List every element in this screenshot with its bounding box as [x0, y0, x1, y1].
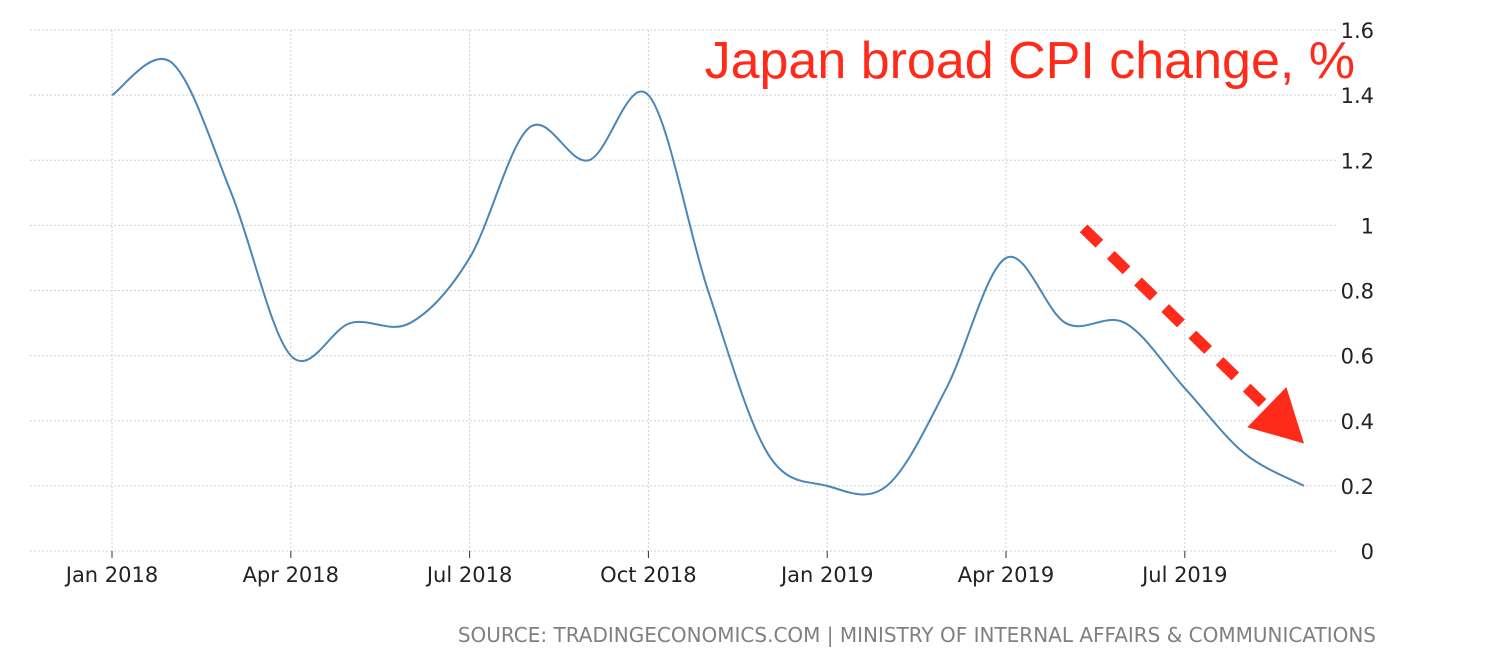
source-credit: SOURCE: TRADINGECONOMICS.COM | MINISTRY …	[458, 623, 1376, 647]
x-tick-label: Jul 2018	[425, 563, 512, 587]
y-tick-label: 0.8	[1341, 280, 1374, 304]
y-tick-label: 1.6	[1341, 19, 1374, 43]
x-tick-label: Jan 2018	[64, 563, 159, 587]
y-tick-label: 1.2	[1341, 149, 1374, 173]
y-tick-label: 1	[1361, 214, 1374, 238]
trend-arrow-head	[1247, 387, 1304, 444]
trend-arrow-annotation	[1079, 224, 1304, 444]
x-tick-label: Jan 2019	[779, 563, 874, 587]
grid	[30, 29, 1338, 552]
x-tick-label: Jul 2019	[1140, 563, 1227, 587]
y-tick-label: 0.4	[1341, 410, 1374, 434]
x-tick-label: Apr 2019	[958, 563, 1054, 587]
y-tick-label: 0.2	[1341, 475, 1374, 499]
x-tick-label: Apr 2018	[243, 563, 339, 587]
chart-title: Japan broad CPI change, %	[705, 32, 1355, 90]
y-tick-label: 1.4	[1341, 84, 1374, 108]
trend-arrow-shaft	[1079, 224, 1274, 414]
series-layer	[111, 58, 1305, 496]
x-axis: Jan 2018 Apr 2018 Jul 2018 Oct 2018 Jan 2019…	[64, 551, 1228, 587]
cpi-series-line	[111, 58, 1305, 496]
y-tick-label: 0.6	[1341, 345, 1374, 369]
x-tick-label: Oct 2018	[600, 563, 696, 587]
y-axis: 0 0.2 0.4 0.6 0.8 1 1.2 1.4 1.6	[1341, 19, 1374, 564]
y-tick-label: 0	[1361, 540, 1374, 564]
